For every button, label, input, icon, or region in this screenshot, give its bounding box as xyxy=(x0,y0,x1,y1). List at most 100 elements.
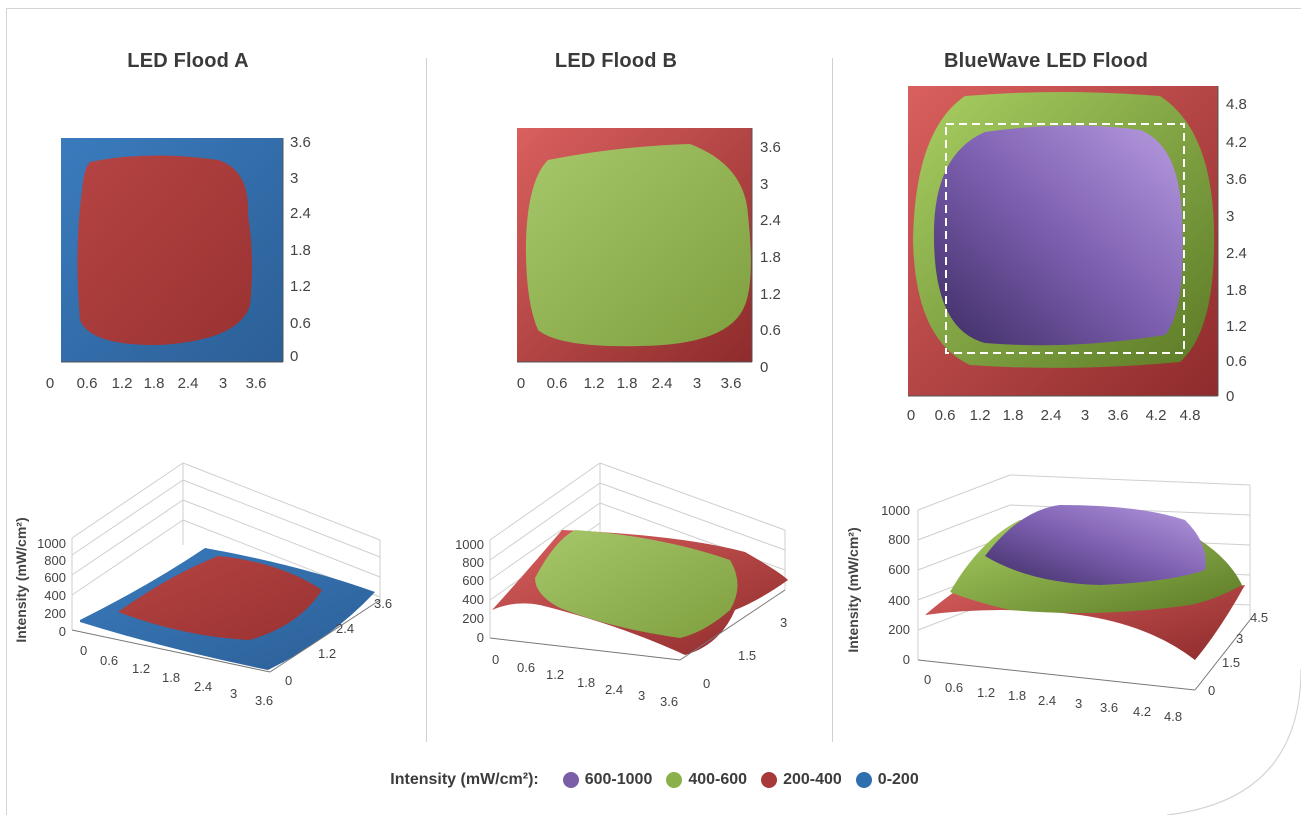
tick-label: 0.6 xyxy=(77,375,98,392)
heatmap-b-axes: 0 0.6 1.2 1.8 2.4 3 3.6 0 0.6 1.2 1.8 2.… xyxy=(517,128,781,392)
tick-label: 0 xyxy=(59,624,66,639)
tick-label: 400 xyxy=(462,592,484,607)
tick-label: 3 xyxy=(780,615,787,630)
legend-label: 600-1000 xyxy=(584,771,653,788)
tick-label: 3 xyxy=(219,375,227,392)
tick-label: 1000 xyxy=(881,503,910,518)
tick-label: 2.4 xyxy=(178,375,199,392)
tick-label: 3.6 xyxy=(246,375,267,392)
tick-label: 1.2 xyxy=(970,407,991,424)
tick-label: 0 xyxy=(760,359,768,376)
tick-label: 3 xyxy=(230,686,237,701)
tick-label: 1.2 xyxy=(1226,318,1247,335)
tick-label: 3 xyxy=(290,170,298,187)
figure-frame xyxy=(6,8,1301,815)
tick-label: 0.6 xyxy=(935,407,956,424)
tick-label: 0 xyxy=(290,348,298,365)
tick-label: 0 xyxy=(703,676,710,691)
panel-divider xyxy=(426,58,427,742)
tick-label: 2.4 xyxy=(652,375,673,392)
heatmap-c-axes: 0 0.6 1.2 1.8 2.4 3 3.6 4.2 4.8 0 0.6 1.… xyxy=(907,86,1247,424)
tick-label: 1.8 xyxy=(760,249,781,266)
panel-title-b: LED Flood B xyxy=(554,50,678,72)
tick-label: 0 xyxy=(1208,683,1215,698)
tick-label: 4.2 xyxy=(1133,704,1151,719)
heatmap-b xyxy=(517,128,752,362)
surface-a-labels: Intensity (mW/cm²) 1000 800 600 400 200 … xyxy=(13,517,392,708)
tick-label: 2.4 xyxy=(1041,407,1062,424)
tick-label: 0 xyxy=(46,375,54,392)
tick-label: 1.5 xyxy=(1222,655,1240,670)
tick-label: 4.8 xyxy=(1226,96,1247,113)
tick-label: 0 xyxy=(285,673,292,688)
tick-label: 600 xyxy=(44,570,66,585)
tick-label: 1000 xyxy=(455,537,484,552)
tick-label: 3.6 xyxy=(290,134,311,151)
plots-canvas: 0 0.6 1.2 1.8 2.4 3 3.6 0 0.6 1.2 1.8 2.… xyxy=(13,86,1268,724)
tick-label: 1.2 xyxy=(112,375,133,392)
tick-label: 0 xyxy=(477,630,484,645)
tick-label: 0.6 xyxy=(290,315,311,332)
surface-c xyxy=(917,474,1251,691)
panel-title-a: LED Flood A xyxy=(127,50,249,72)
tick-label: 3.6 xyxy=(1100,700,1118,715)
tick-label: 4.2 xyxy=(1226,134,1247,151)
surface-b xyxy=(489,462,788,661)
tick-label: 0.6 xyxy=(1226,353,1247,370)
tick-label: 3.6 xyxy=(1108,407,1129,424)
tick-label: 1.8 xyxy=(290,242,311,259)
panel-divider xyxy=(832,58,833,742)
tick-label: 3.6 xyxy=(760,139,781,156)
legend-item: 600-1000 xyxy=(562,771,653,789)
tick-label: 1.8 xyxy=(617,375,638,392)
tick-label: 1.2 xyxy=(977,685,995,700)
tick-label: 0.6 xyxy=(760,322,781,339)
surface-c-labels: Intensity (mW/cm²) 1000 800 600 400 200 … xyxy=(845,503,1268,724)
tick-label: 1.2 xyxy=(290,278,311,295)
legend: Intensity (mW/cm²): 600-1000 400-600 200… xyxy=(0,768,1309,792)
legend-swatch xyxy=(666,772,683,788)
tick-label: 0.6 xyxy=(100,653,118,668)
tick-label: 0 xyxy=(1226,388,1234,405)
tick-label: 1.2 xyxy=(132,661,150,676)
tick-label: 2.4 xyxy=(605,682,623,697)
tick-label: 2.4 xyxy=(290,205,311,222)
legend-label: 0-200 xyxy=(877,771,919,788)
tick-label: 4.2 xyxy=(1146,407,1167,424)
tick-label: 4.5 xyxy=(1250,610,1268,625)
legend-swatch xyxy=(855,772,872,788)
tick-label: 1.2 xyxy=(318,646,336,661)
tick-label: 400 xyxy=(888,593,910,608)
tick-label: 3.6 xyxy=(660,694,678,709)
tick-label: 600 xyxy=(888,562,910,577)
legend-item: 0-200 xyxy=(855,771,919,789)
tick-label: 800 xyxy=(888,532,910,547)
axis-label-z: Intensity (mW/cm²) xyxy=(845,527,861,652)
axis-label-z: Intensity (mW/cm²) xyxy=(13,517,29,642)
tick-label: 0 xyxy=(80,643,87,658)
panel-title-c: BlueWave LED Flood xyxy=(944,50,1148,72)
tick-label: 0 xyxy=(903,652,910,667)
heatmap-c xyxy=(908,86,1218,396)
tick-label: 1.8 xyxy=(577,675,595,690)
tick-label: 3 xyxy=(638,688,645,703)
tick-label: 800 xyxy=(44,553,66,568)
tick-label: 3 xyxy=(760,176,768,193)
tick-label: 1.2 xyxy=(760,286,781,303)
tick-label: 0.6 xyxy=(517,660,535,675)
tick-label: 0 xyxy=(517,375,525,392)
tick-label: 2.4 xyxy=(760,212,781,229)
legend-title: Intensity (mW/cm²): xyxy=(390,771,539,788)
tick-label: 600 xyxy=(462,573,484,588)
tick-label: 3 xyxy=(1075,696,1082,711)
legend-label: 200-400 xyxy=(783,771,842,788)
tick-label: 1.5 xyxy=(738,648,756,663)
tick-label: 400 xyxy=(44,588,66,603)
tick-label: 3 xyxy=(693,375,701,392)
tick-label: 1.8 xyxy=(162,670,180,685)
tick-label: 0 xyxy=(492,652,499,667)
tick-label: 1.8 xyxy=(144,375,165,392)
tick-label: 2.4 xyxy=(194,679,212,694)
tick-label: 800 xyxy=(462,555,484,570)
tick-label: 0 xyxy=(924,672,931,687)
